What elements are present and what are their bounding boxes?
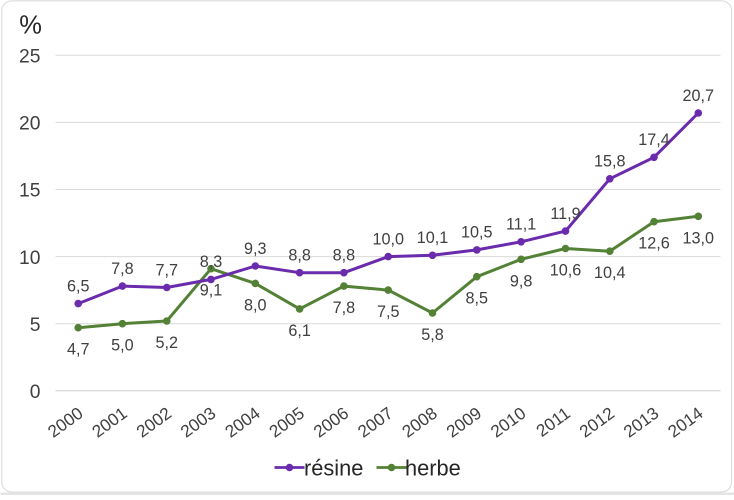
svg-text:9,1: 9,1 bbox=[200, 282, 223, 300]
svg-text:5,2: 5,2 bbox=[156, 334, 179, 352]
svg-text:5,0: 5,0 bbox=[111, 337, 134, 355]
svg-text:25: 25 bbox=[19, 47, 40, 68]
svg-text:11,9: 11,9 bbox=[550, 205, 580, 223]
svg-text:5: 5 bbox=[30, 315, 41, 336]
svg-text:12,6: 12,6 bbox=[638, 235, 670, 253]
svg-text:%: % bbox=[19, 12, 42, 40]
svg-text:20: 20 bbox=[19, 114, 40, 135]
svg-text:8,3: 8,3 bbox=[200, 253, 223, 271]
svg-text:13,0: 13,0 bbox=[683, 229, 715, 247]
svg-text:6,5: 6,5 bbox=[67, 277, 90, 295]
svg-text:4,7: 4,7 bbox=[67, 341, 90, 359]
svg-text:8,8: 8,8 bbox=[333, 247, 356, 265]
svg-text:10,1: 10,1 bbox=[417, 229, 449, 247]
svg-text:10,0: 10,0 bbox=[372, 230, 404, 248]
svg-text:7,8: 7,8 bbox=[111, 260, 134, 278]
svg-text:7,5: 7,5 bbox=[377, 303, 400, 321]
svg-text:9,3: 9,3 bbox=[244, 240, 267, 258]
svg-text:10,4: 10,4 bbox=[594, 264, 626, 282]
svg-text:20,7: 20,7 bbox=[683, 87, 715, 105]
svg-text:10,6: 10,6 bbox=[550, 262, 582, 280]
svg-text:9,8: 9,8 bbox=[510, 272, 533, 290]
svg-text:10: 10 bbox=[19, 248, 40, 269]
svg-text:8,5: 8,5 bbox=[466, 290, 489, 308]
svg-text:8,0: 8,0 bbox=[244, 296, 267, 314]
svg-text:herbe: herbe bbox=[405, 455, 461, 480]
svg-text:11,1: 11,1 bbox=[506, 216, 536, 234]
svg-text:15,8: 15,8 bbox=[594, 153, 626, 171]
svg-text:0: 0 bbox=[30, 382, 41, 403]
svg-text:8,8: 8,8 bbox=[288, 247, 311, 265]
svg-text:10,5: 10,5 bbox=[461, 224, 493, 242]
svg-text:6,1: 6,1 bbox=[288, 322, 311, 340]
svg-text:7,7: 7,7 bbox=[156, 261, 179, 279]
svg-text:17,4: 17,4 bbox=[638, 131, 670, 149]
svg-text:7,8: 7,8 bbox=[333, 299, 356, 317]
svg-text:15: 15 bbox=[19, 181, 40, 202]
svg-text:résine: résine bbox=[304, 455, 363, 480]
svg-text:5,8: 5,8 bbox=[421, 326, 444, 344]
